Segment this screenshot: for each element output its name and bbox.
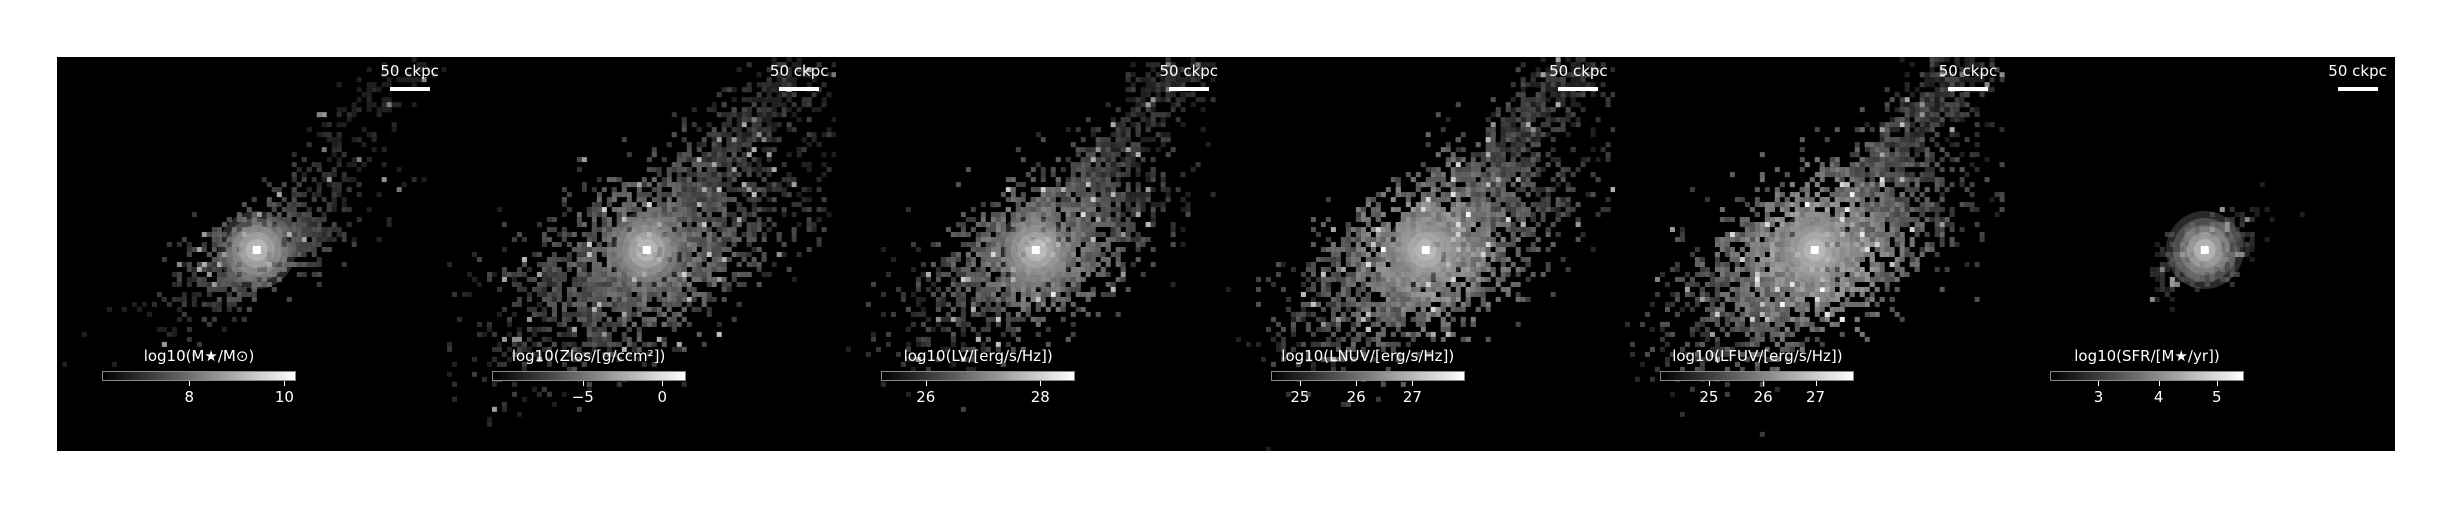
scale-bar-label: 50 ckpc	[1549, 62, 1608, 80]
galaxy-image	[57, 57, 447, 451]
colorbar-tick	[1040, 381, 1042, 386]
colorbar-tick-label: 26	[1346, 388, 1366, 406]
colorbar-tick	[662, 381, 664, 386]
galaxy-image	[446, 57, 837, 451]
colorbar-tick	[925, 381, 927, 386]
colorbar-gradient	[881, 371, 1076, 381]
scale-bar-label: 50 ckpc	[1938, 62, 1998, 80]
scale-bar: 50 ckpc	[1547, 63, 1609, 91]
colorbar-tick	[284, 381, 286, 386]
colorbar-title: log10(LV/[erg/s/Hz])	[903, 347, 1053, 365]
colorbar-tick-label: 3	[2093, 388, 2104, 406]
scale-bar: 50 ckpc	[1158, 63, 1220, 91]
colorbar-title: log10(M★/M⊙)	[143, 347, 255, 365]
colorbar-tick-label: 10	[274, 388, 294, 406]
galaxy-image	[1225, 57, 1616, 451]
scale-bar-line	[1947, 87, 1988, 91]
colorbar-title: log10(LNUV/[erg/s/Hz])	[1281, 347, 1455, 365]
colorbar-tick-label: 27	[1402, 388, 1422, 406]
colorbar-tick-label: 5	[2212, 388, 2222, 406]
colorbar-gradient	[2049, 371, 2244, 381]
figure-row: 50 ckpc log10(M★/M⊙) 8 10 50 ckpc log10(Zlos/…	[57, 57, 2395, 451]
scale-bar-label: 50 ckpc	[769, 62, 829, 80]
colorbar-tick	[189, 381, 191, 386]
colorbar-tick-label: −5	[571, 388, 594, 406]
colorbar-tick-label: 8	[184, 388, 195, 406]
galaxy-image	[1615, 57, 2005, 451]
colorbar-tick	[582, 381, 584, 386]
colorbar-title: log10(LFUV/[erg/s/Hz])	[1672, 347, 1843, 365]
colorbar-title: log10(SFR/[M★/yr])	[2074, 347, 2220, 365]
colorbar-tick	[1356, 381, 1358, 386]
scale-bar: 50 ckpc	[1937, 63, 1999, 91]
scale-bar-line	[2337, 87, 2378, 91]
scale-bar: 50 ckpc	[2327, 63, 2389, 91]
colorbar-tick	[2216, 381, 2218, 386]
colorbar-tick-label: 0	[657, 388, 668, 406]
colorbar-tick	[2158, 381, 2160, 386]
colorbar-tick	[2098, 381, 2100, 386]
colorbar-tick-label: 25	[1699, 388, 1719, 406]
galaxy-map-panel: 50 ckpc log10(LFUV/[erg/s/Hz]) 25 26 27	[1615, 57, 2005, 451]
scale-bar-label: 50 ckpc	[380, 62, 439, 80]
scale-bar: 50 ckpc	[768, 63, 830, 91]
galaxy-map-panel: 50 ckpc log10(Zlos/[g/ccm²]) −5 0	[446, 57, 837, 451]
galaxy-image	[2004, 57, 2395, 451]
scale-bar-label: 50 ckpc	[1159, 62, 1219, 80]
scale-bar-line	[1558, 87, 1599, 91]
colorbar-gradient	[1660, 371, 1855, 381]
galaxy-map-panel: 50 ckpc log10(LV/[erg/s/Hz]) 26 28	[836, 57, 1226, 451]
galaxy-image	[836, 57, 1226, 451]
galaxy-map-panel: 50 ckpc log10(SFR/[M★/yr]) 3 4 5	[2004, 57, 2395, 451]
colorbar-gradient	[1270, 371, 1465, 381]
colorbar-tick-label: 25	[1290, 388, 1310, 406]
colorbar-tick-label: 26	[1753, 388, 1773, 406]
colorbar-tick-label: 27	[1806, 388, 1826, 406]
galaxy-map-panel: 50 ckpc log10(M★/M⊙) 8 10	[57, 57, 447, 451]
scale-bar: 50 ckpc	[379, 63, 441, 91]
colorbar-tick	[1815, 381, 1817, 386]
scale-bar-line	[1168, 87, 1209, 91]
colorbar-tick	[1708, 381, 1710, 386]
colorbar-gradient	[491, 371, 686, 381]
colorbar-tick-label: 28	[1030, 388, 1050, 406]
colorbar-tick	[1299, 381, 1301, 386]
scale-bar-label: 50 ckpc	[2328, 62, 2387, 80]
colorbar-tick	[1412, 381, 1414, 386]
scale-bar-line	[779, 87, 820, 91]
colorbar-title: log10(Zlos/[g/ccm²])	[511, 347, 666, 365]
colorbar-tick-label: 4	[2153, 388, 2164, 406]
galaxy-map-panel: 50 ckpc log10(LNUV/[erg/s/Hz]) 25 26 27	[1225, 57, 1616, 451]
scale-bar-line	[389, 87, 430, 91]
colorbar-tick	[1763, 381, 1765, 386]
colorbar-tick-label: 26	[916, 388, 936, 406]
colorbar-gradient	[102, 371, 296, 381]
